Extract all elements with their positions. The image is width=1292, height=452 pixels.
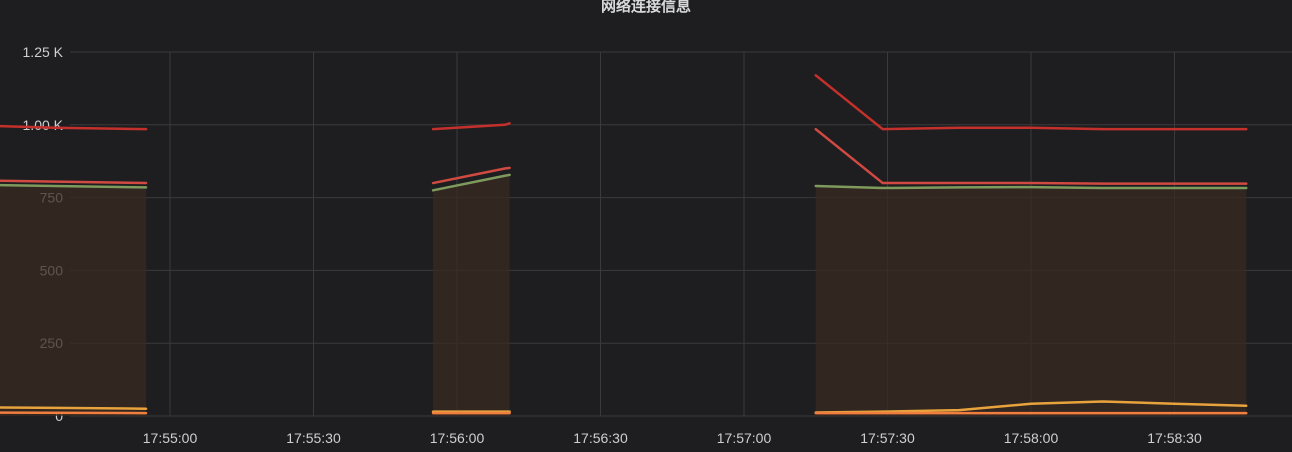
x-tick-label: 17:56:30 xyxy=(573,430,628,446)
panel-title[interactable]: 网络连接信息 xyxy=(600,0,691,15)
x-tick-label: 17:58:30 xyxy=(1147,430,1202,446)
series-4-line xyxy=(814,400,1248,414)
series-2-line xyxy=(0,179,148,185)
x-tick-label: 17:58:00 xyxy=(1004,430,1059,446)
x-tick-label: 17:55:30 xyxy=(286,430,341,446)
series-1-line xyxy=(814,74,1248,131)
series-3-area xyxy=(433,174,510,416)
y-tick-label: 1.00 K xyxy=(23,117,64,133)
series-1-line xyxy=(431,122,511,131)
series-3-line xyxy=(431,173,511,192)
series-4-line xyxy=(0,406,148,410)
series-3-line xyxy=(0,183,148,189)
series-3-area xyxy=(815,185,1247,416)
series-2-line xyxy=(431,166,511,185)
series-1-line xyxy=(0,124,148,131)
x-tick-label: 17:55:00 xyxy=(143,430,198,446)
x-tick-label: 17:57:30 xyxy=(860,430,915,446)
x-tick-label: 17:57:00 xyxy=(717,430,772,446)
series-2-line xyxy=(814,127,1248,185)
y-tick-label: 1.25 K xyxy=(23,44,64,60)
series-5-line xyxy=(0,411,148,415)
series-3-area xyxy=(0,185,147,416)
x-tick-label: 17:56:00 xyxy=(430,430,485,446)
series-3-line xyxy=(814,184,1248,190)
